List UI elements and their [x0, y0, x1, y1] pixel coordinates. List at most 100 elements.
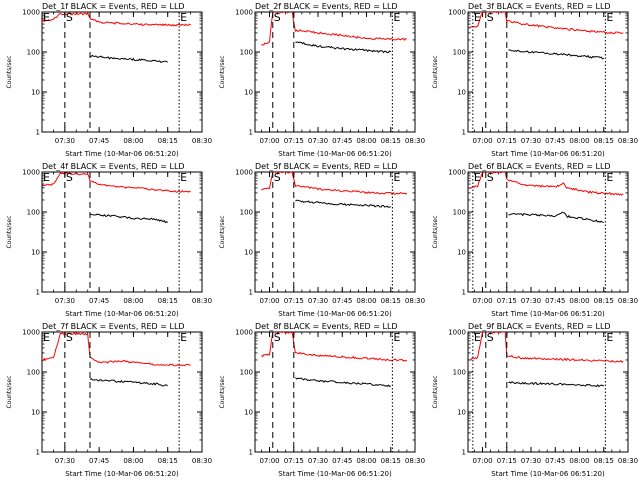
- x-tick-label: 08:15: [158, 297, 178, 305]
- y-tick-label: 10: [244, 409, 253, 417]
- marker-label: E: [393, 331, 400, 344]
- plot-panel: Det_1f BLACK = Events, RED = LLD Counts/s…: [0, 0, 213, 160]
- marker-label: E: [393, 11, 400, 24]
- events-series-line: [508, 211, 604, 223]
- x-tick-label: 07:15: [284, 297, 304, 305]
- x-tick-label: 07:30: [521, 297, 541, 305]
- x-tick-label: 07:30: [55, 297, 75, 305]
- plot-panel: Det_9f BLACK = Events, RED = LLD Counts/s…: [426, 320, 639, 480]
- x-tick-label: 07:45: [89, 137, 109, 145]
- panel-title: Det_1f BLACK = Events, RED = LLD: [42, 2, 185, 11]
- x-tick-label: 08:15: [381, 137, 401, 145]
- marker-label: S: [274, 171, 281, 184]
- x-tick-label: 07:30: [521, 137, 541, 145]
- y-tick-label: 100: [240, 369, 253, 377]
- panel-title: Det_4f BLACK = Events, RED = LLD: [42, 162, 185, 171]
- x-tick-label: 08:30: [405, 457, 425, 465]
- x-tick-label: 07:30: [308, 457, 328, 465]
- x-tick-label: 08:00: [569, 297, 589, 305]
- marker-label: E: [43, 171, 50, 184]
- x-tick-label: 08:15: [158, 137, 178, 145]
- x-tick-label: 07:45: [89, 457, 109, 465]
- y-tick-label: 10: [244, 249, 253, 257]
- y-tick-label: 10: [31, 89, 40, 97]
- plot-panel: Det_7f BLACK = Events, RED = LLD Counts/s…: [0, 320, 213, 480]
- x-tick-label: 07:45: [545, 457, 565, 465]
- x-tick-label: 08:00: [356, 137, 376, 145]
- y-axis-label: Counts/sec: [6, 375, 13, 408]
- y-tick-label: 1: [249, 449, 253, 457]
- events-series-line: [89, 378, 168, 387]
- x-tick-label: 07:45: [332, 297, 352, 305]
- x-axis-label: Start Time (10-Mar-06 06:51:20): [491, 150, 605, 158]
- y-axis-label: Counts/sec: [432, 215, 439, 248]
- y-tick-label: 1: [36, 449, 40, 457]
- x-tick-label: 08:00: [123, 297, 143, 305]
- y-tick-label: 1000: [448, 169, 466, 177]
- plot-panel: Det_3f BLACK = Events, RED = LLD Counts/s…: [426, 0, 639, 160]
- marker-label: S: [487, 11, 494, 24]
- marker-label: E: [474, 331, 481, 344]
- x-tick-label: 07:15: [497, 297, 517, 305]
- y-tick-label: 1000: [235, 329, 253, 337]
- marker-label: S: [487, 331, 494, 344]
- plot-frame: [41, 11, 203, 133]
- lld-series-line: [469, 12, 624, 35]
- x-tick-label: 08:30: [618, 137, 638, 145]
- y-tick-label: 100: [453, 49, 466, 57]
- y-tick-label: 100: [27, 209, 40, 217]
- events-series-line: [295, 41, 392, 54]
- x-tick-label: 07:45: [89, 297, 109, 305]
- events-series-line: [295, 377, 392, 388]
- lld-series-line: [261, 332, 408, 362]
- y-tick-label: 1000: [22, 329, 40, 337]
- lld-series-line: [42, 12, 191, 27]
- y-tick-label: 10: [31, 249, 40, 257]
- x-tick-label: 08:15: [158, 457, 178, 465]
- plot-frame: [41, 331, 203, 453]
- lld-series-line: [469, 332, 624, 363]
- marker-label: E: [43, 331, 50, 344]
- x-tick-label: 08:15: [594, 297, 614, 305]
- plot-svg: Det_9f BLACK = Events, RED = LLD Counts/s…: [432, 322, 638, 478]
- x-tick-label: 07:15: [284, 457, 304, 465]
- plot-panel: Det_4f BLACK = Events, RED = LLD Counts/s…: [0, 160, 213, 320]
- plot-frame: [254, 171, 416, 293]
- y-tick-label: 10: [244, 89, 253, 97]
- y-tick-label: 1: [36, 129, 40, 137]
- x-tick-label: 07:00: [259, 137, 279, 145]
- x-tick-label: 08:00: [356, 457, 376, 465]
- y-axis-label: Counts/sec: [219, 55, 226, 88]
- x-tick-label: 08:30: [192, 137, 212, 145]
- lld-series-line: [261, 12, 408, 46]
- marker-label: S: [66, 171, 73, 184]
- marker-label: S: [274, 11, 281, 24]
- y-tick-label: 1: [36, 289, 40, 297]
- panel-title: Det_2f BLACK = Events, RED = LLD: [255, 2, 398, 11]
- y-axis-label: Counts/sec: [432, 55, 439, 88]
- marker-label: E: [43, 11, 50, 24]
- x-axis-label: Start Time (10-Mar-06 06:51:20): [65, 150, 179, 158]
- x-tick-label: 08:30: [192, 457, 212, 465]
- y-tick-label: 100: [453, 209, 466, 217]
- plot-panel: Det_5f BLACK = Events, RED = LLD Counts/s…: [213, 160, 426, 320]
- marker-label: E: [393, 171, 400, 184]
- x-tick-label: 07:30: [308, 297, 328, 305]
- y-tick-label: 1: [249, 129, 253, 137]
- y-tick-label: 1: [462, 289, 466, 297]
- y-tick-label: 100: [240, 49, 253, 57]
- plot-panel: Det_8f BLACK = Events, RED = LLD Counts/s…: [213, 320, 426, 480]
- panel-title: Det_5f BLACK = Events, RED = LLD: [255, 162, 398, 171]
- x-tick-label: 08:15: [381, 297, 401, 305]
- x-tick-label: 08:00: [123, 137, 143, 145]
- x-tick-label: 07:45: [545, 137, 565, 145]
- x-axis-label: Start Time (10-Mar-06 06:51:20): [491, 470, 605, 478]
- events-series-line: [508, 381, 604, 388]
- lld-series-line: [42, 172, 191, 193]
- y-axis-label: Counts/sec: [219, 375, 226, 408]
- y-tick-label: 1000: [235, 169, 253, 177]
- plot-frame: [467, 171, 629, 293]
- x-tick-label: 08:15: [594, 457, 614, 465]
- x-tick-label: 07:45: [545, 297, 565, 305]
- x-axis-label: Start Time (10-Mar-06 06:51:20): [65, 470, 179, 478]
